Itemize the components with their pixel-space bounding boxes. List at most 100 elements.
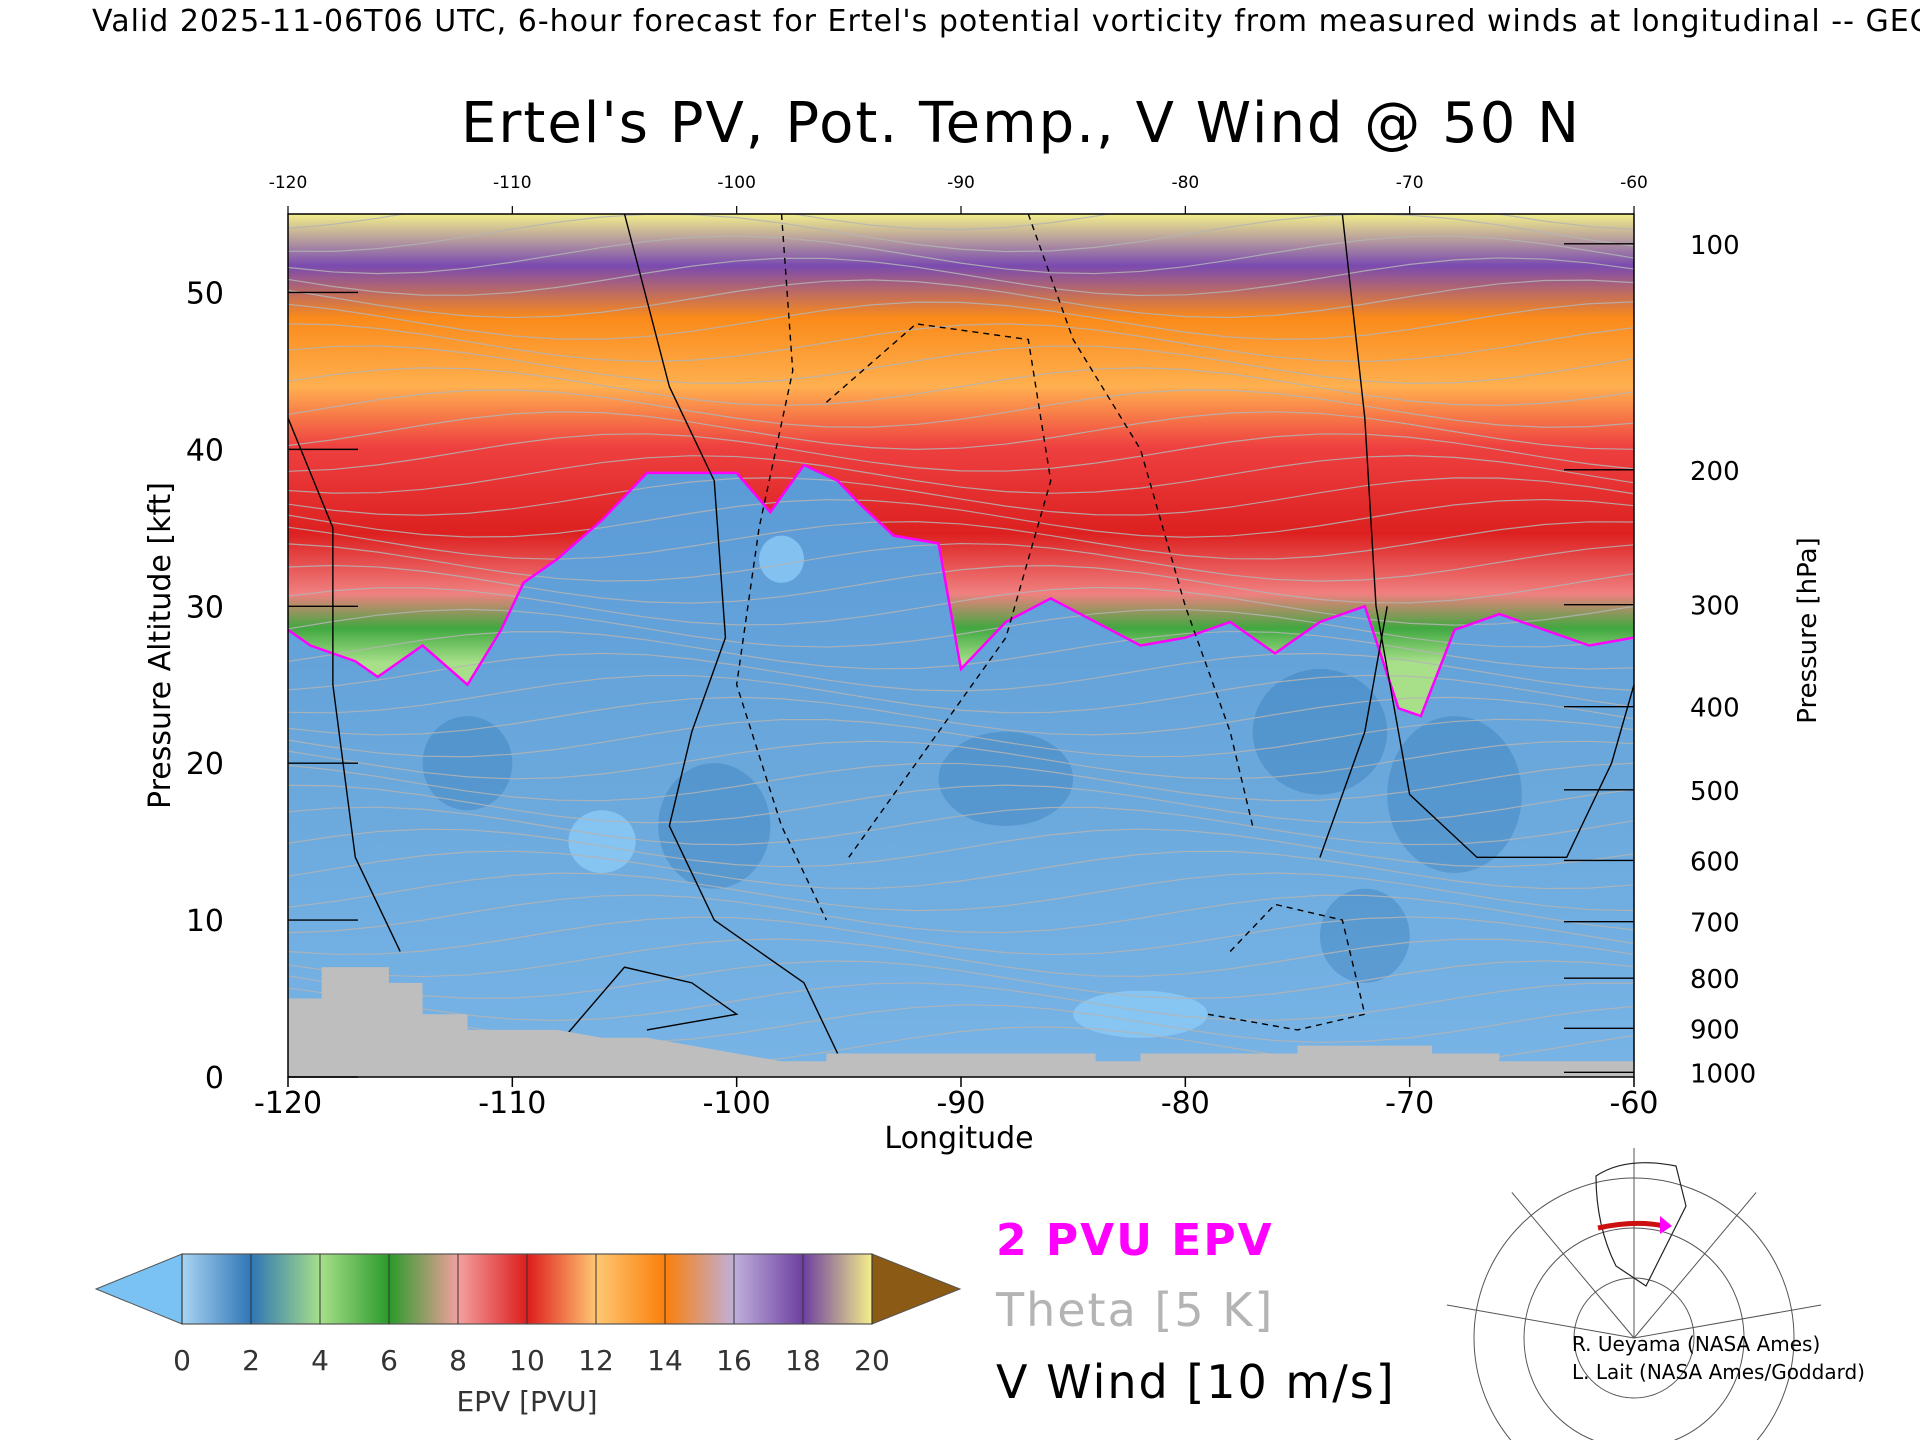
p-tick-label-6: 700 xyxy=(1690,909,1740,939)
chart-title: Ertel's PV, Pot. Temp., V Wind @ 50 N xyxy=(461,91,1581,156)
theta-contour-34 xyxy=(288,279,1634,319)
colorbar-over-arrow xyxy=(871,1253,962,1325)
theta-contour-2 xyxy=(288,982,1634,1022)
inset-map xyxy=(1446,1146,1822,1440)
colorbar-segment-8 xyxy=(734,1254,804,1324)
colorbar-tick-label-7: 14 xyxy=(647,1344,683,1377)
p-tick-label-0: 100 xyxy=(1690,231,1740,261)
legend-item-2: V Wind [10 m/s] xyxy=(996,1355,1396,1409)
epv-light-patch-0 xyxy=(568,810,636,874)
theta-contour-7 xyxy=(288,872,1634,912)
legend-item-0: 2 PVU EPV xyxy=(996,1215,1274,1266)
theta-contour-37 xyxy=(288,214,1634,253)
x-top-tick-label-0: -120 xyxy=(269,173,308,193)
colorbar-tick-label-3: 6 xyxy=(380,1344,398,1377)
x-tick-label-5: -70 xyxy=(1385,1086,1434,1121)
x-tick-label-1: -110 xyxy=(478,1086,546,1121)
v-wind-contour-6 xyxy=(288,417,401,952)
axes: Ertel's PV, Pot. Temp., V Wind @ 50 N -12… xyxy=(143,91,1823,1156)
theta-contour-9 xyxy=(288,828,1634,868)
theta-contour-21 xyxy=(288,564,1634,604)
theta-contour-33 xyxy=(288,301,1634,341)
theta-contour-32 xyxy=(288,323,1634,363)
colorbar-segment-0 xyxy=(182,1254,252,1324)
p-tick-label-9: 1000 xyxy=(1690,1059,1756,1089)
x-tick-label-6: -60 xyxy=(1610,1086,1659,1121)
colorbar-tick-label-5: 10 xyxy=(509,1344,545,1377)
colorbar-segment-5 xyxy=(527,1254,597,1324)
p-tick-label-8: 900 xyxy=(1690,1015,1740,1045)
theta-contour-23 xyxy=(288,521,1634,560)
terrain-fill xyxy=(288,967,1634,1077)
p-tick-label-1: 200 xyxy=(1690,457,1740,487)
epv-patch-4 xyxy=(1319,888,1410,983)
y-tick-label-3: 30 xyxy=(186,590,224,625)
theta-contour-25 xyxy=(288,477,1634,516)
theta-contour-17 xyxy=(288,652,1634,692)
x-top-tick-label-6: -60 xyxy=(1620,173,1648,193)
v-wind-contour-0 xyxy=(623,214,850,1077)
theta-contour-8 xyxy=(288,850,1634,890)
y-tick-label-1: 10 xyxy=(186,904,224,939)
epv-patch-2 xyxy=(1252,669,1388,795)
epv-troposphere-fill xyxy=(288,465,1634,1077)
colorbar-tick-label-1: 2 xyxy=(242,1344,260,1377)
epv-light-patch-1 xyxy=(759,535,804,583)
colorbar-tick-label-2: 4 xyxy=(311,1344,329,1377)
epv-light-patch-2 xyxy=(1073,990,1208,1038)
theta-contour-38 xyxy=(288,214,1634,231)
colorbar-segment-3 xyxy=(389,1254,459,1324)
x-top-tick-label-2: -100 xyxy=(717,173,756,193)
theta-contour-11 xyxy=(288,784,1634,824)
y-tick-label-4: 40 xyxy=(186,433,224,468)
x-tick-label-0: -120 xyxy=(254,1086,322,1121)
theta-contour-22 xyxy=(288,542,1634,582)
inset-meridian-120 xyxy=(1633,1192,1757,1339)
y-tick-label-2: 20 xyxy=(186,747,224,782)
colorbar-segment-9 xyxy=(803,1254,873,1324)
colorbar-segment-4 xyxy=(458,1254,528,1324)
theta-contour-16 xyxy=(288,674,1634,714)
epv-patch-3 xyxy=(1387,716,1522,874)
theta-contour-36 xyxy=(288,235,1634,275)
p-tick-label-4: 500 xyxy=(1690,777,1740,807)
colorbar-tick-label-10: 20 xyxy=(854,1344,890,1377)
valid-time-header: Valid 2025-11-06T06 UTC, 6-hour forecast… xyxy=(92,4,1920,39)
inset-cross-section-line xyxy=(1597,1220,1665,1231)
colorbar-tick-label-0: 0 xyxy=(173,1344,191,1377)
inset-direction-arrow xyxy=(1660,1216,1672,1234)
inset-meridian-40 xyxy=(1511,1192,1635,1339)
y-axis-label-left: Pressure Altitude [kft] xyxy=(143,482,178,809)
epv-patch-5 xyxy=(422,716,513,811)
v-wind-contour-8 xyxy=(1319,606,1388,858)
v-wind-contour-4 xyxy=(825,323,1052,858)
colorbar-tick-label-6: 12 xyxy=(578,1344,614,1377)
colorbar-segment-6 xyxy=(596,1254,666,1324)
legend-item-1: Theta [5 K] xyxy=(995,1283,1274,1337)
x-tick-label-2: -100 xyxy=(703,1086,771,1121)
x-top-tick-label-5: -70 xyxy=(1396,173,1424,193)
theta-contour-24 xyxy=(288,498,1634,538)
theta-contour-31 xyxy=(288,345,1634,384)
legend: 2 PVU EPV Theta [5 K] V Wind [10 m/s] xyxy=(995,1215,1396,1409)
v-wind-contour-3 xyxy=(1027,214,1254,827)
p-tick-label-7: 800 xyxy=(1690,965,1740,995)
colorbar: 0 2 4 6 8 10 12 14 16 18 20 EPV [PVU] xyxy=(94,1253,962,1418)
x-top-tick-label-1: -110 xyxy=(493,173,532,193)
colorbar-label: EPV [PVU] xyxy=(456,1385,597,1418)
theta-contour-13 xyxy=(288,740,1634,780)
v-wind-contour-7 xyxy=(556,966,739,1047)
y-tick-label-5: 50 xyxy=(186,276,224,311)
colorbar-tick-label-9: 18 xyxy=(785,1344,821,1377)
theta-contour-27 xyxy=(288,433,1634,472)
theta-contour-29 xyxy=(288,389,1634,428)
colorbar-tick-label-8: 16 xyxy=(716,1344,752,1377)
credit-line-1: R. Ueyama (NASA Ames) xyxy=(1572,1332,1821,1356)
theta-contour-30 xyxy=(288,367,1634,407)
inset-meridian-0 xyxy=(1446,1304,1635,1339)
theta-contour-14 xyxy=(288,718,1634,758)
plot-area xyxy=(288,214,1634,1077)
theta-contour-5 xyxy=(288,916,1634,956)
colorbar-segment-2 xyxy=(320,1254,390,1324)
